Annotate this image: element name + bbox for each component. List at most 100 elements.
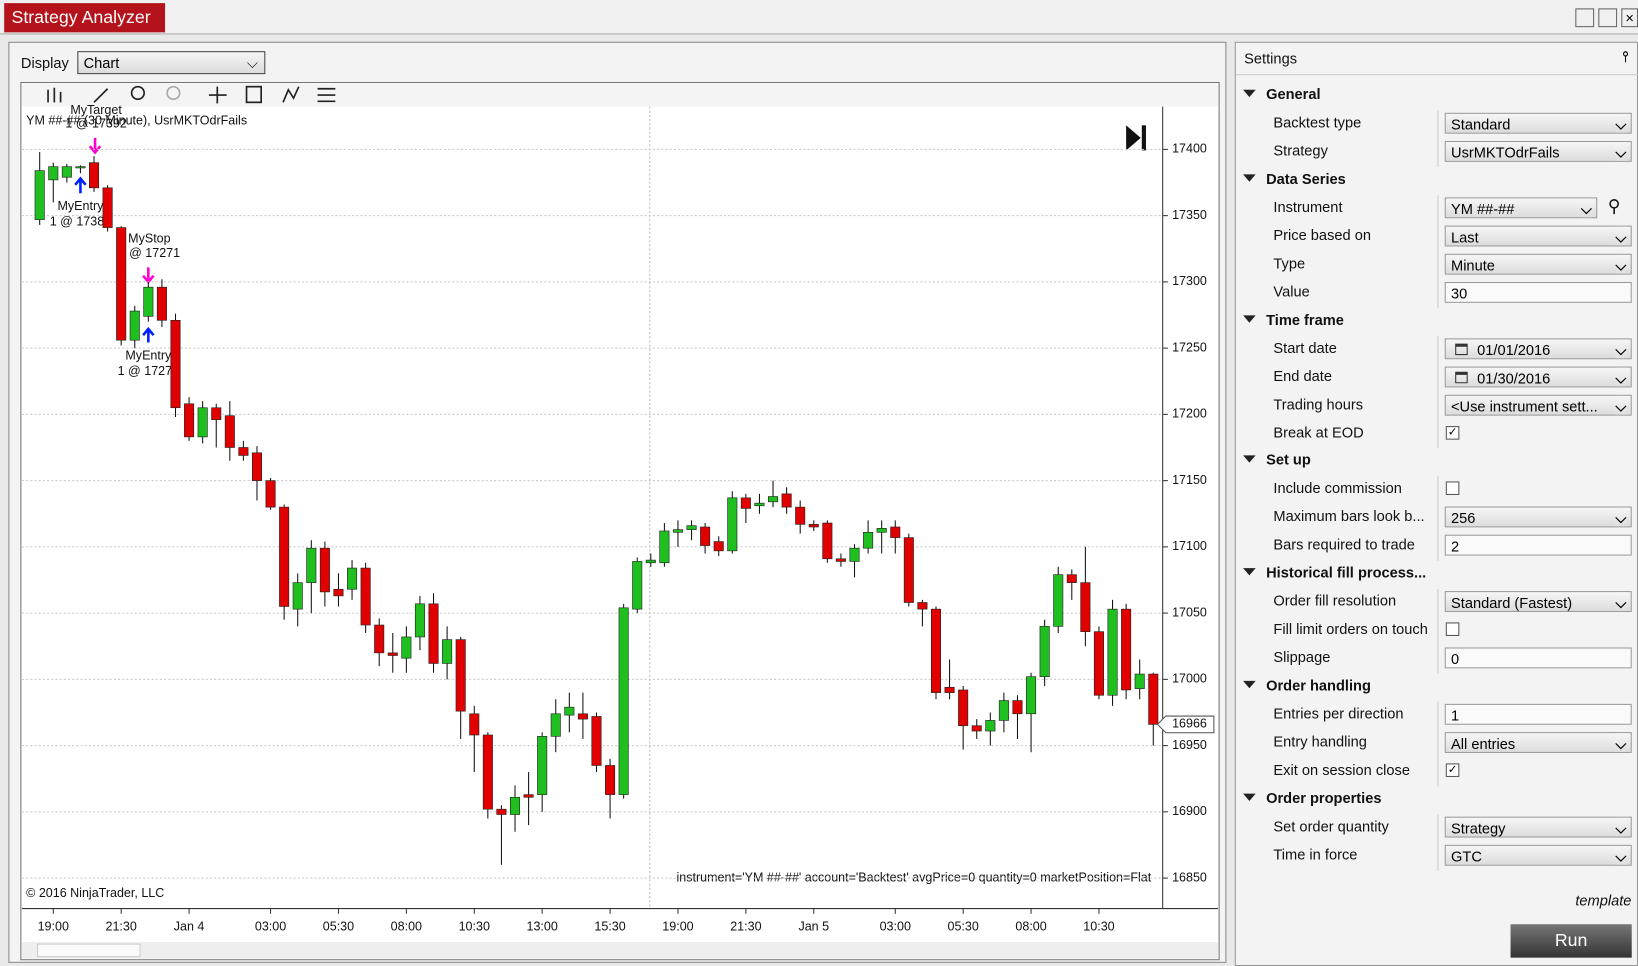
calendar-icon (1455, 371, 1468, 383)
candle-body (387, 652, 398, 656)
setting-dropdown[interactable]: 256 ⌵ (1444, 506, 1632, 528)
collapse-triangle[interactable] (1243, 89, 1256, 98)
setting-dropdown[interactable]: <Use instrument sett... ⌵ (1444, 394, 1632, 416)
candle-body (469, 713, 480, 736)
setting-date[interactable]: 01/01/2016 ⌵ (1444, 337, 1632, 359)
x-tick-label: 03:00 (255, 920, 286, 934)
setting-value: Strategy (1451, 819, 1506, 837)
x-tick-label: 21:30 (730, 920, 761, 934)
x-tick-label: 10:30 (459, 920, 490, 934)
checkbox[interactable] (1445, 622, 1460, 637)
collapse-triangle[interactable] (1243, 315, 1256, 323)
setting-label: Bars required to trade (1273, 536, 1415, 553)
minimize-button[interactable] (1575, 8, 1595, 28)
y-tick-label: 17100 (1172, 539, 1207, 553)
candle-body (265, 480, 276, 508)
candle-body (238, 447, 249, 456)
setting-value: 256 (1451, 510, 1476, 527)
row-divider (1437, 195, 1439, 308)
setting-text[interactable]: 0 (1444, 647, 1632, 669)
setting-text[interactable]: 1 (1444, 703, 1632, 725)
zoom-in-icon (130, 85, 145, 101)
scroll-thumb[interactable] (37, 943, 141, 958)
series-label: YM ##-## (30 Minute), UsrMKTOdrFails (26, 113, 247, 127)
candle-body (129, 310, 140, 341)
setting-label: Fill limit orders on touch (1273, 620, 1428, 638)
setting-label: Type (1273, 254, 1306, 272)
x-tick-label: 13:00 (527, 920, 558, 934)
setting-dropdown[interactable]: GTC ⌵ (1444, 844, 1632, 866)
setting-value: YM ##-## (1451, 200, 1515, 218)
y-tick-label: 17400 (1172, 142, 1207, 156)
checkbox[interactable] (1445, 481, 1460, 496)
candle-body (958, 689, 969, 727)
dropdown-arrow: ⌵ (246, 54, 259, 72)
checkbox[interactable]: ✓ (1445, 425, 1460, 440)
setting-label: Slippage (1273, 648, 1331, 666)
setting-value: Last (1451, 228, 1479, 246)
close-button[interactable]: × (1621, 8, 1638, 28)
checkbox[interactable]: ✓ (1445, 763, 1460, 778)
candle-body (251, 452, 262, 481)
collapse-triangle[interactable] (1243, 681, 1256, 689)
setting-value: UsrMKTOdrFails (1451, 144, 1560, 161)
candle-body (1012, 700, 1023, 715)
scroll-end-icon[interactable] (1126, 125, 1141, 151)
display-dropdown[interactable]: Chart ⌵ (77, 51, 266, 75)
candle-body (822, 522, 833, 560)
candle-body (605, 765, 616, 795)
annotation-name: MyStop (128, 231, 170, 245)
scrollbar[interactable] (21, 941, 1219, 959)
setting-value: Minute (1451, 256, 1495, 274)
candle-body (632, 561, 643, 610)
setting-value: Standard (1451, 115, 1511, 133)
setting-label: Strategy (1273, 141, 1328, 159)
setting-dropdown[interactable]: Standard ⌵ (1444, 112, 1632, 134)
candle-body (849, 547, 860, 562)
setting-dropdown[interactable]: UsrMKTOdrFails ⌵ (1444, 140, 1632, 162)
candle-body (835, 558, 846, 562)
x-tick-label: 15:30 (594, 920, 625, 934)
setting-search[interactable]: YM ##-## ⌵ (1444, 197, 1598, 219)
x-tick-label: Jan 4 (174, 920, 205, 934)
candle-body (727, 497, 738, 552)
dropdown-arrow: ⌵ (1615, 367, 1627, 386)
setting-value: 30 (1451, 284, 1468, 302)
setting-date[interactable]: 01/30/2016 ⌵ (1444, 366, 1632, 388)
crosshair-icon (208, 86, 227, 104)
candle-body (48, 166, 59, 181)
candle-body (550, 713, 561, 737)
setting-dropdown[interactable]: Minute ⌵ (1444, 253, 1632, 275)
setting-text[interactable]: 2 (1444, 535, 1632, 556)
candle-body (1134, 673, 1145, 689)
setting-dropdown[interactable]: All entries ⌵ (1444, 732, 1632, 754)
candle-body (211, 407, 222, 420)
setting-dropdown[interactable]: Strategy ⌵ (1444, 816, 1632, 838)
trade-arrows (74, 137, 155, 343)
setting-label: Include commission (1273, 479, 1402, 497)
candle-body (1148, 673, 1159, 725)
y-tick-label: 17250 (1172, 340, 1207, 354)
setting-value: 1 (1451, 707, 1460, 724)
candle-body (333, 588, 344, 597)
collapse-triangle[interactable] (1243, 568, 1256, 576)
setting-value: 01/30/2016 (1477, 369, 1551, 386)
maximize-button[interactable] (1598, 8, 1618, 28)
collapse-triangle[interactable] (1243, 455, 1256, 464)
y-tick-label: 16900 (1172, 804, 1207, 818)
setting-dropdown[interactable]: Standard (Fastest) ⌵ (1444, 591, 1632, 613)
setting-dropdown[interactable]: Last ⌵ (1444, 225, 1632, 247)
collapse-triangle[interactable] (1243, 174, 1256, 182)
dropdown-arrow: ⌵ (1615, 592, 1627, 612)
pin-icon[interactable]: ⫯ (1622, 48, 1629, 65)
run-button[interactable]: Run (1510, 924, 1632, 958)
collapse-triangle[interactable] (1243, 793, 1256, 801)
setting-text[interactable]: 30 (1444, 281, 1632, 303)
search-icon[interactable]: ⚲ (1607, 196, 1621, 216)
candle-body (116, 227, 127, 341)
template-link[interactable]: template (1575, 891, 1632, 909)
group-title: Set up (1266, 451, 1311, 469)
candle-body (903, 537, 914, 603)
setting-label: Value (1273, 282, 1310, 300)
